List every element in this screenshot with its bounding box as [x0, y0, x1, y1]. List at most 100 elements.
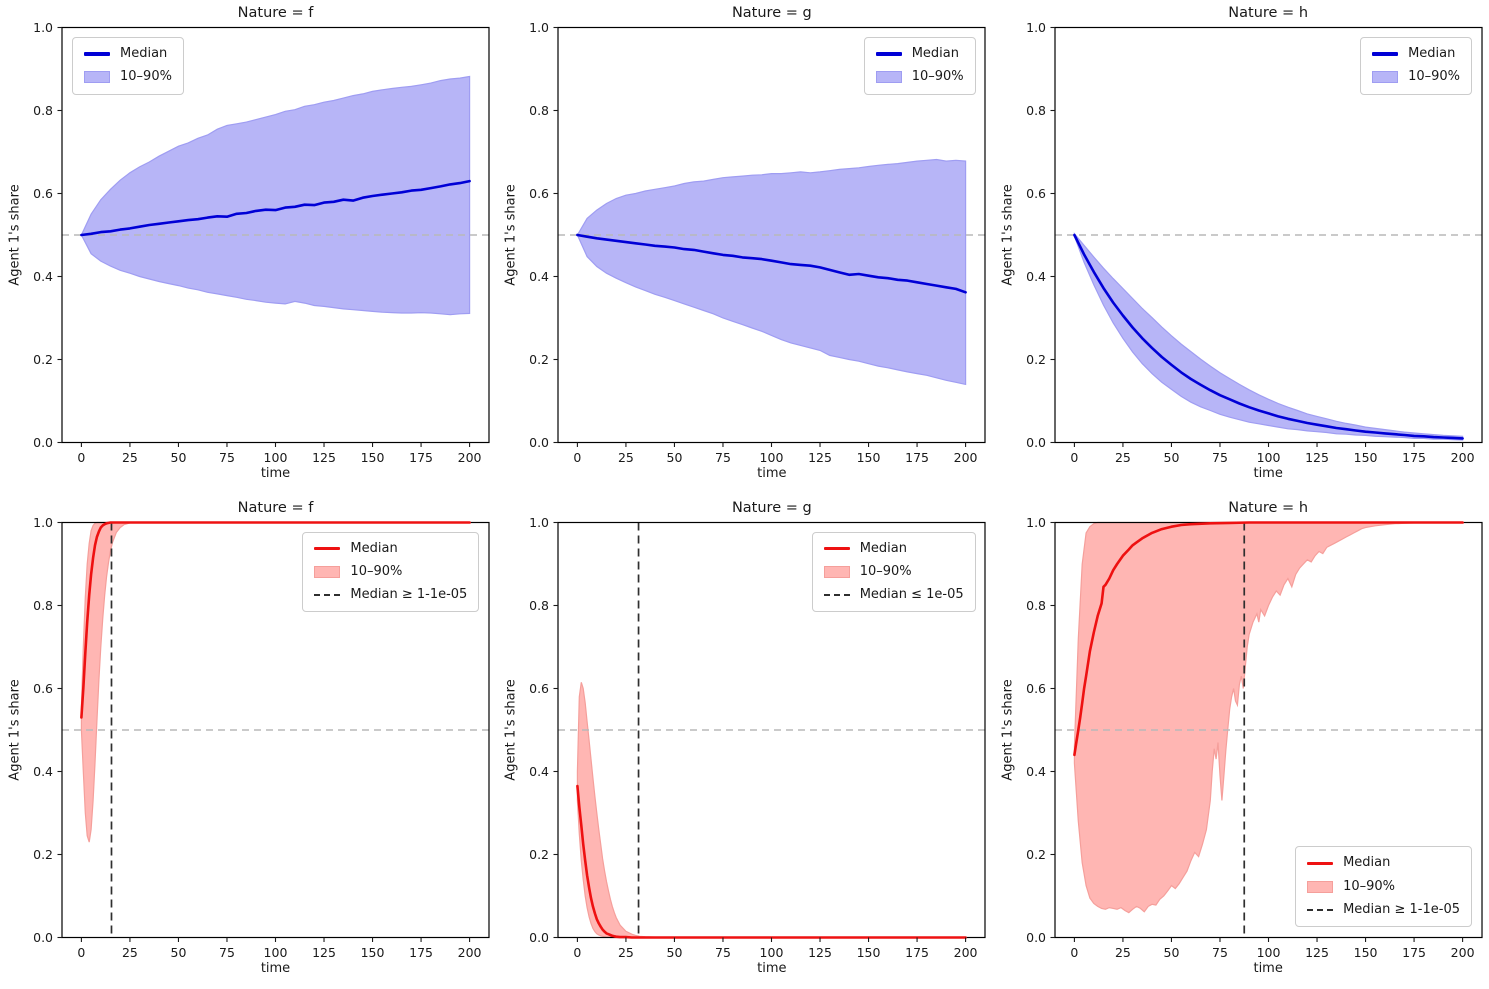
y-tick-label: 0.0: [33, 929, 53, 944]
plot-canvas: 0 25 50 75 100 125 150 175 200 0.0 0.2 0.4 0.6 0.8 1.0: [1026, 20, 1483, 465]
legend-label: 10–90%: [1343, 878, 1396, 894]
legend-key-band: [823, 565, 850, 578]
subplot-bottom-nature-f: Nature = f Agent 1's share time 0 25 50 75 1…: [0, 495, 496, 989]
legend-label: Median: [911, 46, 960, 61]
median-line: [1072, 520, 1464, 756]
x-tick-label: 150: [1353, 945, 1377, 960]
subplot-bottom-nature-h: Nature = h Agent 1's share time 0 25 50 75 1…: [993, 495, 1489, 989]
y-tick-label: 1.0: [33, 514, 53, 529]
y-tick-label: 0.0: [529, 435, 549, 450]
x-tick-label: 100: [760, 944, 784, 959]
legend-item: Median ≤ 1e-05: [823, 587, 964, 603]
plot-title: Nature = g: [731, 5, 812, 21]
x-tick-label: 100: [1256, 450, 1280, 465]
y-tick-label: 1.0: [1026, 515, 1046, 530]
legend-item: Median: [84, 46, 172, 62]
plot-canvas: 0 25 50 75 100 125 150 175 200 0.0 0.2 0.4 0.6 0.8 1.0: [33, 514, 490, 960]
legend-key-line: [823, 546, 850, 551]
legend: Median 10–90% Median ≤ 1e-05: [811, 531, 976, 613]
legend-label: Median ≥ 1-1e-05: [350, 587, 468, 602]
legend-item: Median: [823, 541, 964, 557]
x-tick-label: 75: [219, 944, 235, 959]
y-tick-label: 0.6: [1026, 186, 1046, 201]
x-tick-label: 125: [808, 944, 832, 959]
y-tick-label: 1.0: [529, 20, 549, 35]
x-tick-label: 150: [361, 450, 385, 465]
y-tick-label: 0.0: [1026, 435, 1046, 450]
legend-item: 10–90%: [84, 69, 172, 85]
x-tick-label: 25: [618, 944, 634, 959]
x-tick-label: 75: [1212, 450, 1228, 465]
y-tick-label: 0.0: [1026, 930, 1046, 945]
x-tick-label: 25: [618, 450, 634, 465]
median-line: [80, 520, 471, 719]
y-tick-label: 0.4: [33, 269, 53, 284]
x-tick-label: 200: [954, 944, 978, 959]
x-tick-label: 0: [1070, 945, 1078, 960]
x-tick-label: 175: [409, 944, 433, 959]
x-tick-label: 150: [361, 944, 385, 959]
x-tick-label: 175: [1402, 945, 1426, 960]
legend-key-line: [1307, 861, 1334, 866]
legend: Median 10–90%: [72, 37, 184, 95]
y-tick-label: 0.4: [33, 763, 53, 778]
y-tick-label: 0.6: [529, 186, 549, 201]
legend-key-band: [84, 71, 110, 84]
legend-label: Median: [1408, 46, 1456, 61]
subplot-bottom-nature-g: Nature = g Agent 1's share time 0 25 50 75 1…: [496, 495, 992, 989]
legend-label: Median ≥ 1-1e-05: [1343, 901, 1460, 917]
y-tick-label: 0.4: [529, 763, 549, 778]
x-tick-label: 125: [808, 450, 832, 465]
y-tick-label: 0.4: [1026, 764, 1046, 779]
legend: Median 10–90% Median ≥ 1-1e-05: [1295, 846, 1472, 927]
x-axis-label: time: [1253, 466, 1283, 481]
y-tick-label: 0.6: [33, 680, 53, 695]
x-tick-label: 0: [77, 944, 85, 959]
legend-label: 10–90%: [1408, 69, 1460, 85]
subplot-top-nature-g: Nature = g Agent 1's share time 0 25 50 75 1…: [496, 0, 992, 495]
legend-key-line: [314, 546, 341, 551]
x-tick-label: 150: [1353, 450, 1377, 465]
x-tick-label: 25: [122, 944, 138, 959]
legend-label: Median ≤ 1e-05: [859, 587, 964, 602]
plot-title: Nature = g: [731, 499, 812, 516]
plot-title: Nature = h: [1228, 499, 1309, 516]
subplot-top-nature-h: Nature = h Agent 1's share time 0 25 50 75 1…: [993, 0, 1489, 495]
legend-key-band: [1372, 71, 1399, 84]
median-line: [80, 179, 471, 237]
y-tick-label: 0.6: [529, 680, 549, 695]
x-tick-label: 125: [1305, 450, 1329, 465]
plot-canvas: 0 25 50 75 100 125 150 175 200 0.0 0.2 0.4 0.6 0.8 1.0: [529, 20, 986, 465]
legend: Median 10–90%: [863, 37, 976, 95]
y-tick-label: 0.2: [529, 846, 549, 861]
confidence-band: [80, 75, 471, 316]
y-tick-label: 0.0: [529, 929, 549, 944]
x-tick-label: 100: [1256, 945, 1280, 960]
plot-title: Nature = f: [237, 5, 314, 21]
x-tick-label: 25: [1115, 450, 1131, 465]
y-tick-label: 0.6: [1026, 681, 1046, 696]
x-tick-label: 200: [1450, 945, 1474, 960]
plot-title: Nature = h: [1228, 5, 1309, 21]
y-tick-label: 1.0: [1026, 20, 1046, 35]
x-tick-label: 25: [122, 450, 138, 465]
legend-item: Median ≥ 1-1e-05: [1307, 902, 1460, 918]
y-tick-label: 1.0: [33, 20, 53, 35]
x-tick-label: 175: [905, 450, 929, 465]
legend-item: 10–90%: [1372, 69, 1460, 85]
y-tick-label: 0.4: [1026, 269, 1046, 284]
legend-item: 10–90%: [314, 564, 467, 580]
legend-item: Median: [1307, 855, 1460, 871]
x-tick-label: 150: [857, 944, 881, 959]
y-tick-label: 0.2: [1026, 847, 1046, 862]
y-tick-label: 0.4: [529, 269, 549, 284]
legend-item: Median: [314, 541, 467, 557]
x-axis-label: time: [260, 960, 291, 976]
x-axis-label: time: [757, 466, 787, 481]
y-tick-label: 0.8: [1026, 598, 1046, 613]
confidence-band: [577, 158, 967, 386]
x-axis-label: time: [757, 960, 787, 976]
median-line: [576, 233, 968, 294]
x-tick-label: 175: [409, 450, 433, 465]
legend-key-dash: [823, 594, 850, 597]
